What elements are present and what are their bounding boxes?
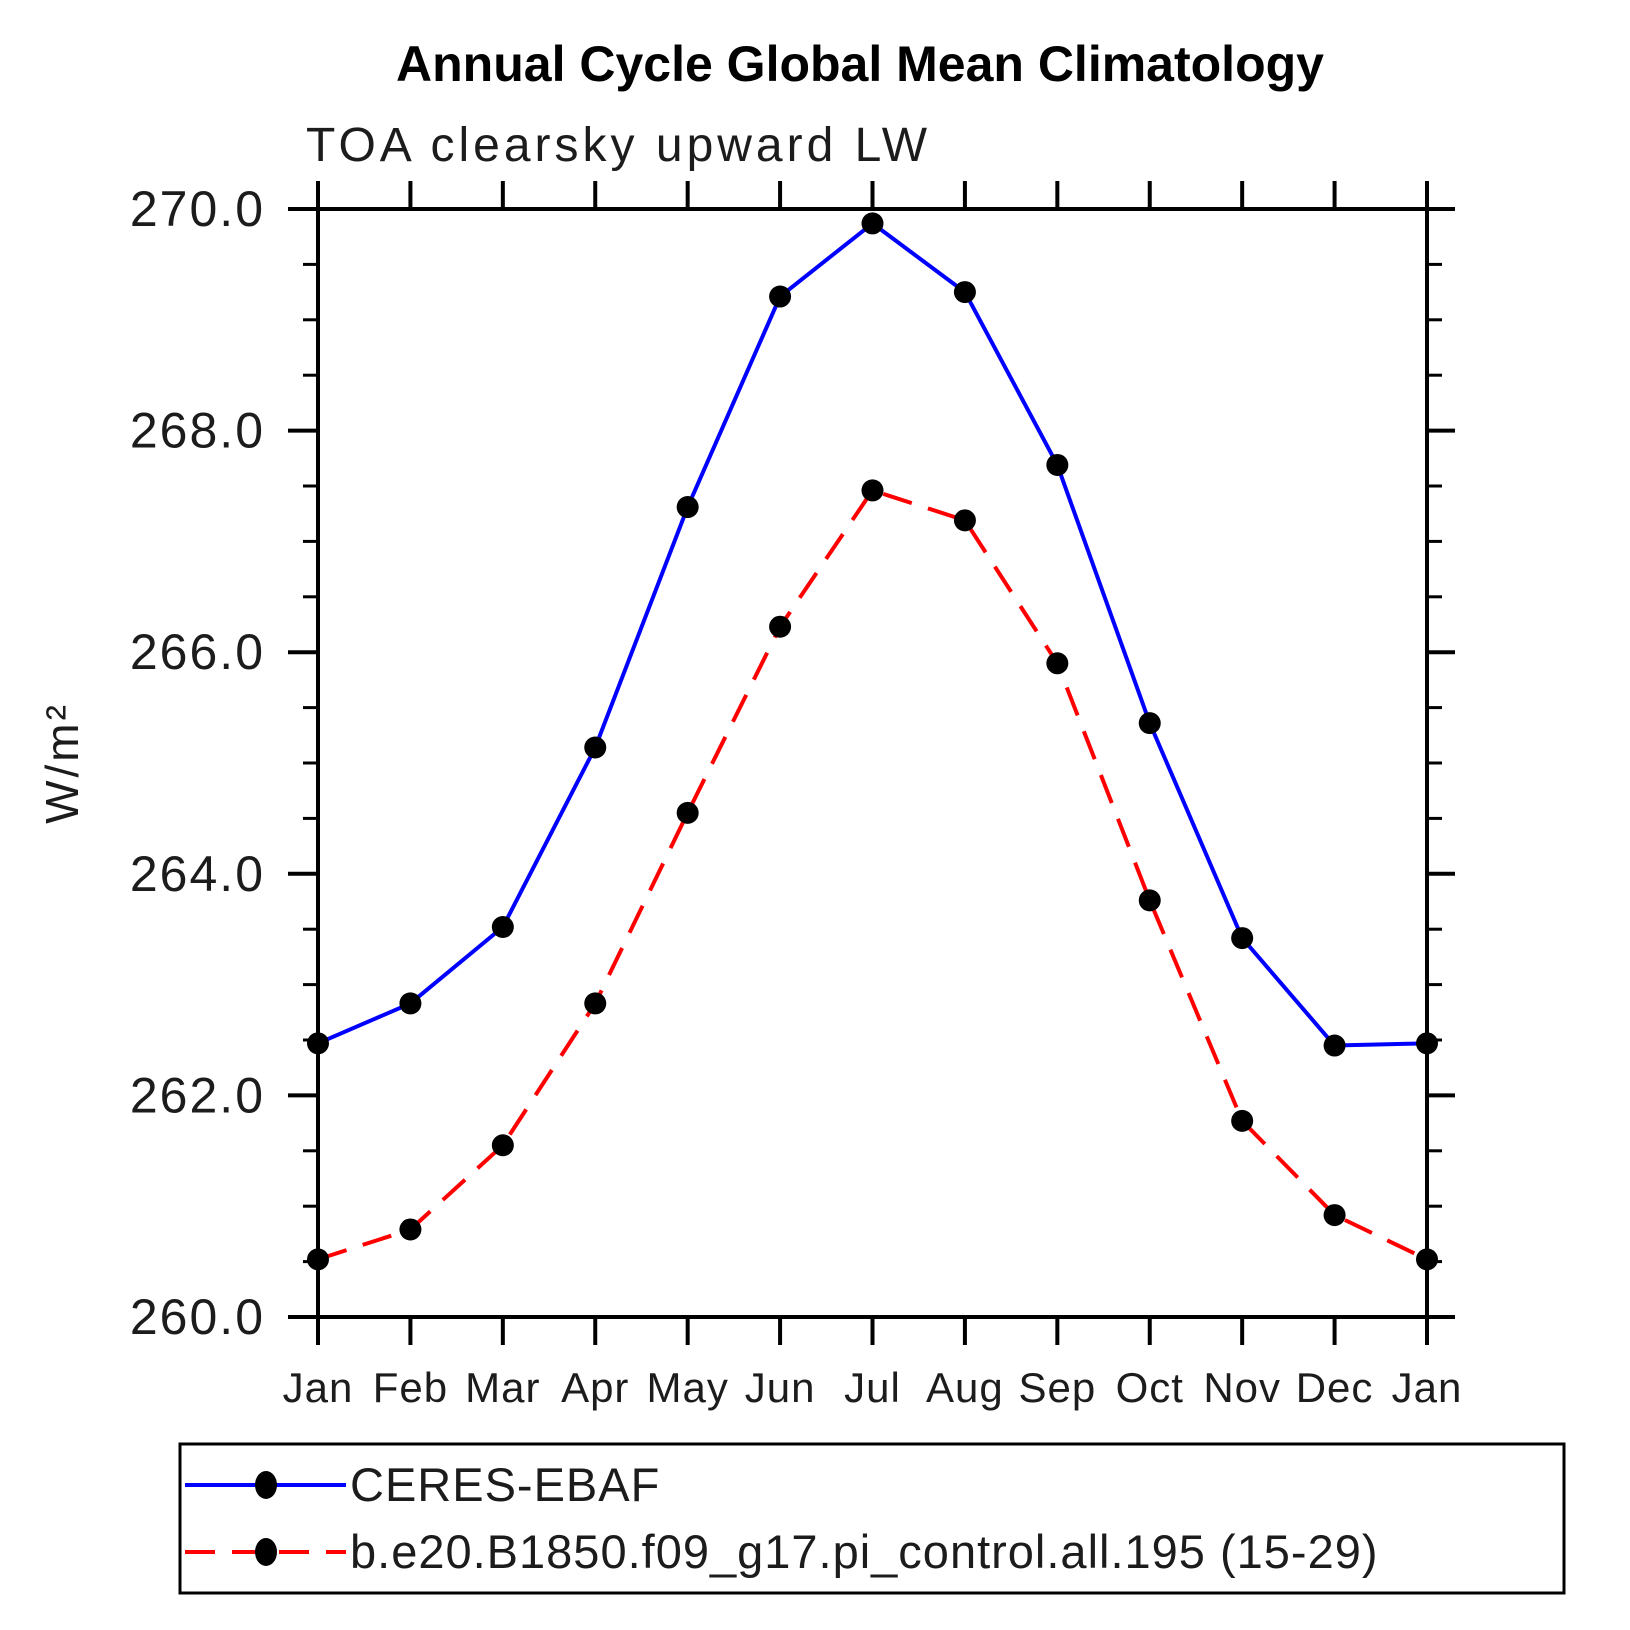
data-point-marker (307, 1248, 329, 1271)
data-point-marker (953, 509, 976, 532)
x-tick-label: Oct (1116, 1364, 1184, 1411)
data-point-marker (769, 615, 792, 638)
data-point-marker (584, 992, 607, 1015)
legend-sample-marker (255, 1471, 277, 1499)
x-tick-label: Feb (373, 1364, 448, 1411)
plot-box (316, 207, 1429, 1319)
data-point-marker (584, 736, 607, 759)
data-point-marker (676, 801, 699, 824)
series-line-1 (317, 488, 1428, 1262)
x-tick-label: Jul (844, 1364, 901, 1411)
legend-item-label: CERES-EBAF (350, 1458, 660, 1511)
data-point-marker (1323, 1204, 1346, 1227)
data-point-marker (307, 1032, 329, 1055)
data-point-marker (1231, 1109, 1254, 1132)
chart-title: Annual Cycle Global Mean Climatology (396, 36, 1324, 92)
data-point-marker (399, 992, 422, 1015)
series-line-0 (317, 221, 1428, 1048)
x-tick-label: Nov (1203, 1364, 1281, 1411)
legend-item-label: b.e20.B1850.f09_g17.pi_control.all.195 (… (350, 1525, 1379, 1578)
y-tick-label: 262.0 (130, 1067, 265, 1123)
data-point-marker (1046, 453, 1069, 476)
data-point-marker (861, 212, 884, 235)
data-point-marker (953, 281, 976, 304)
legend-box (178, 1442, 1566, 1595)
data-point-marker (491, 915, 514, 938)
x-tick-label: Sep (1018, 1364, 1096, 1411)
data-point-marker (491, 1134, 514, 1157)
x-tick-label: Jan (283, 1364, 354, 1411)
y-axis-title: W/m² (36, 702, 88, 824)
x-tick-label: Apr (561, 1364, 629, 1411)
data-point-marker (1416, 1032, 1438, 1055)
x-tick-label: Jun (745, 1364, 816, 1411)
y-tick-label: 270.0 (130, 181, 265, 237)
x-tick-label: Dec (1296, 1364, 1374, 1411)
x-tick-label: May (646, 1364, 728, 1411)
data-point-marker (676, 496, 699, 519)
y-tick-label: 260.0 (130, 1289, 265, 1345)
legend-sample-marker (255, 1538, 277, 1566)
x-tick-label: Mar (465, 1364, 540, 1411)
y-tick-label: 268.0 (130, 403, 265, 459)
data-point-marker (1138, 712, 1161, 735)
data-point-marker (1416, 1248, 1438, 1271)
data-point-marker (1323, 1034, 1346, 1057)
plot-area: 260.0 262.0 264.0 266.0 268.0 270.0 Jan Feb Mar A… (130, 181, 1463, 1411)
data-point-marker (861, 479, 884, 502)
y-tick-label: 264.0 (130, 846, 265, 902)
x-tick-label: Aug (926, 1364, 1004, 1411)
y-tick-label: 266.0 (130, 624, 265, 680)
data-point-marker (769, 285, 792, 308)
data-point-marker (399, 1218, 422, 1241)
legend: CERES-EBAF b.e20.B1850.f09_g17.pi_control… (178, 1442, 1566, 1595)
data-point-marker (1138, 889, 1161, 912)
data-point-marker (1046, 652, 1069, 675)
data-point-marker (1231, 927, 1254, 950)
x-tick-label: Jan (1392, 1364, 1463, 1411)
chart-subtitle: TOA clearsky upward LW (306, 119, 931, 172)
